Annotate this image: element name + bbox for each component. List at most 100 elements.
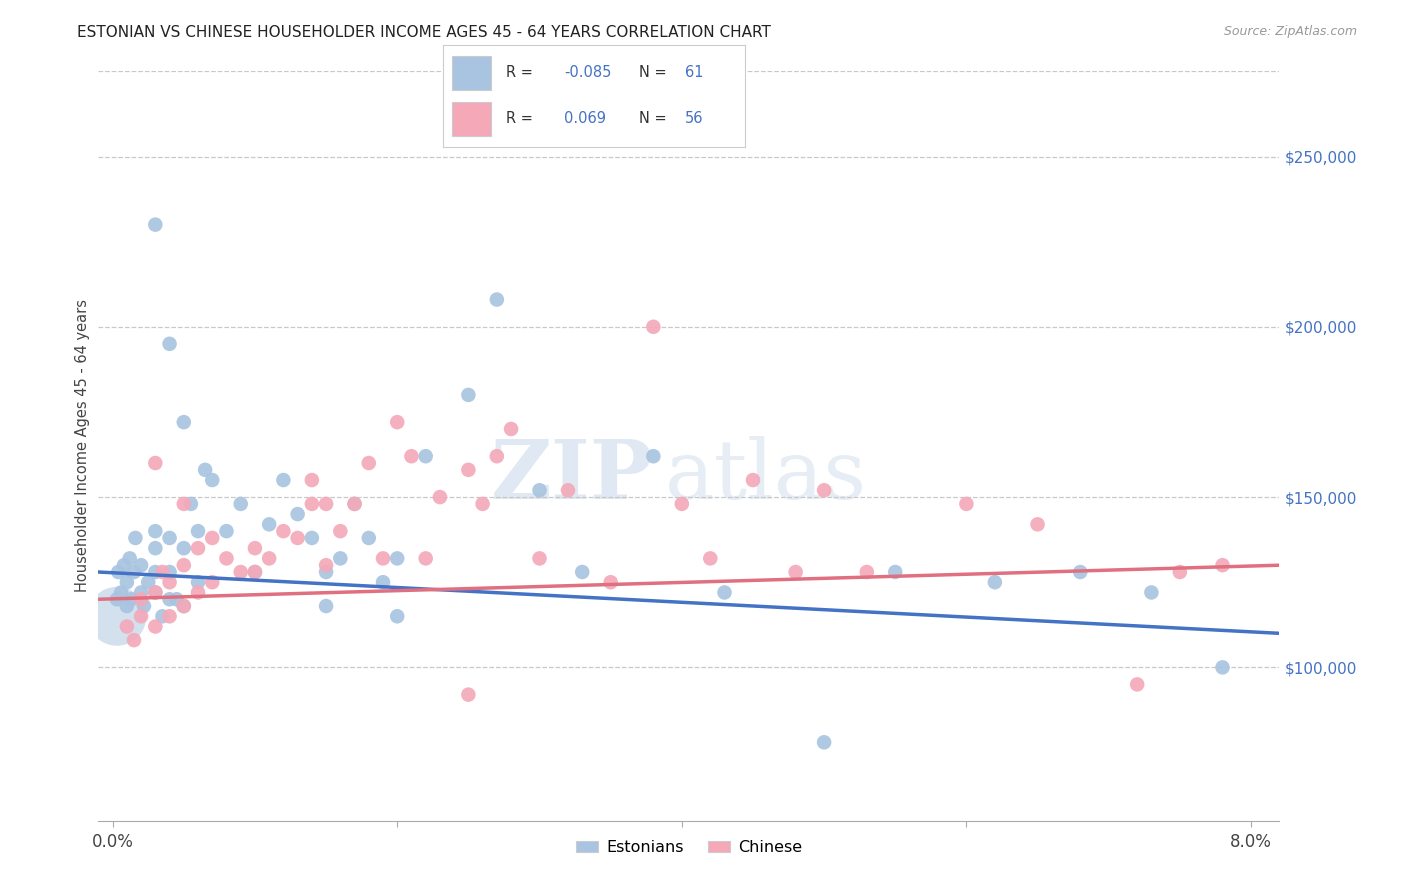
Point — [884, 565, 907, 579]
Point — [112, 558, 135, 573]
Point — [215, 524, 238, 538]
Point — [357, 456, 380, 470]
Point — [173, 415, 195, 429]
Point — [201, 575, 224, 590]
Point — [643, 319, 665, 334]
Point — [457, 388, 479, 402]
Point — [713, 585, 735, 599]
Point — [343, 497, 366, 511]
Point — [136, 575, 159, 590]
Point — [1212, 660, 1234, 674]
Text: R =: R = — [506, 112, 538, 127]
Point — [343, 497, 366, 511]
Point — [955, 497, 977, 511]
Point — [429, 490, 451, 504]
Point — [499, 422, 522, 436]
Point — [387, 415, 409, 429]
Point — [471, 497, 494, 511]
Point — [159, 565, 181, 579]
Point — [118, 551, 141, 566]
Point — [215, 551, 238, 566]
Point — [110, 585, 132, 599]
Text: 0.069: 0.069 — [564, 112, 606, 127]
Point — [813, 483, 835, 498]
Point — [201, 473, 224, 487]
Text: -0.085: -0.085 — [564, 65, 612, 80]
Point — [371, 575, 394, 590]
Point — [984, 575, 1007, 590]
Point — [159, 575, 181, 590]
Point — [287, 531, 309, 545]
Point — [187, 575, 209, 590]
Point — [152, 609, 174, 624]
Point — [115, 599, 138, 613]
Point — [143, 585, 166, 599]
Point — [315, 599, 337, 613]
Point — [159, 531, 181, 545]
Point — [529, 551, 551, 566]
Text: Source: ZipAtlas.com: Source: ZipAtlas.com — [1223, 25, 1357, 38]
Point — [122, 565, 145, 579]
Point — [120, 592, 142, 607]
Point — [143, 541, 166, 556]
Point — [457, 688, 479, 702]
Text: 56: 56 — [685, 112, 703, 127]
Point — [1069, 565, 1091, 579]
Point — [132, 599, 155, 613]
Point — [387, 609, 409, 624]
Point — [143, 585, 166, 599]
Text: atlas: atlas — [665, 436, 868, 516]
Point — [301, 473, 323, 487]
Point — [287, 507, 309, 521]
Point — [129, 558, 152, 573]
Point — [173, 541, 195, 556]
FancyBboxPatch shape — [451, 56, 491, 90]
Text: 61: 61 — [685, 65, 703, 80]
Point — [1026, 517, 1049, 532]
Point — [671, 497, 693, 511]
Point — [813, 735, 835, 749]
Point — [122, 633, 145, 648]
Point — [201, 531, 224, 545]
Text: ZIP: ZIP — [491, 436, 654, 516]
Point — [105, 609, 128, 624]
Point — [485, 293, 508, 307]
Point — [301, 497, 323, 511]
Point — [143, 456, 166, 470]
Point — [243, 565, 266, 579]
Point — [229, 497, 252, 511]
Point — [415, 551, 437, 566]
Point — [187, 541, 209, 556]
Text: N =: N = — [640, 65, 672, 80]
Point — [485, 449, 508, 463]
Point — [699, 551, 721, 566]
Point — [187, 585, 209, 599]
Point — [357, 531, 380, 545]
Point — [107, 565, 129, 579]
Point — [273, 473, 295, 487]
Point — [315, 497, 337, 511]
Point — [785, 565, 807, 579]
Point — [599, 575, 621, 590]
Point — [1140, 585, 1163, 599]
Point — [159, 609, 181, 624]
Point — [457, 463, 479, 477]
Point — [856, 565, 879, 579]
Point — [143, 218, 166, 232]
Point — [315, 565, 337, 579]
Point — [315, 558, 337, 573]
Text: R =: R = — [506, 65, 538, 80]
Legend: Estonians, Chinese: Estonians, Chinese — [569, 834, 808, 862]
Point — [152, 565, 174, 579]
Point — [329, 524, 352, 538]
Point — [115, 575, 138, 590]
Point — [742, 473, 765, 487]
Point — [129, 592, 152, 607]
Point — [173, 599, 195, 613]
Point — [387, 551, 409, 566]
Point — [643, 449, 665, 463]
Point — [180, 497, 202, 511]
Point — [173, 599, 195, 613]
Point — [187, 524, 209, 538]
Point — [301, 531, 323, 545]
